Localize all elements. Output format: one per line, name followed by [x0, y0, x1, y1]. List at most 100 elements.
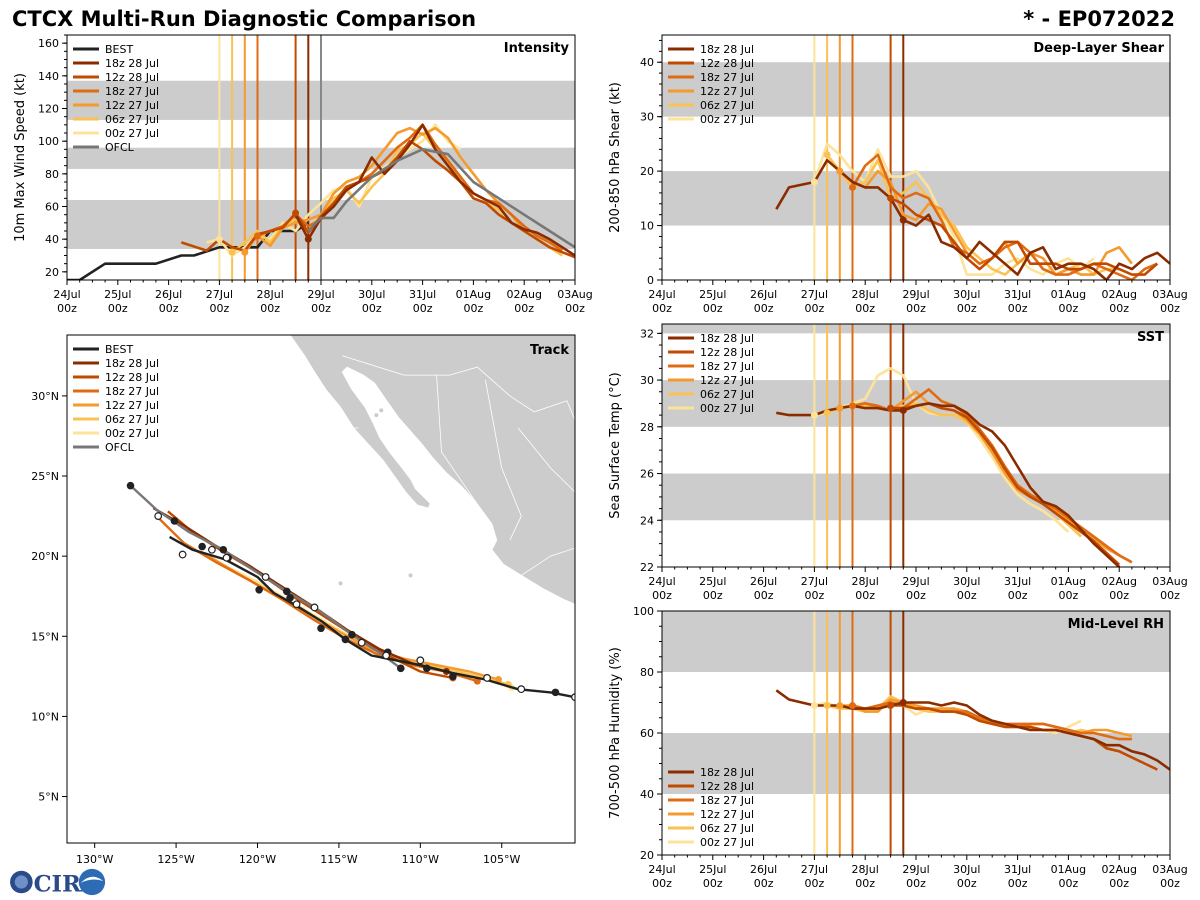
y-tick-label: 0 [647, 274, 654, 287]
x-tick-label-hour: 00z [754, 589, 774, 602]
run-time-lines [813, 324, 905, 567]
track-marker-open [154, 512, 163, 520]
legend-label: 18z 27 Jul [700, 794, 754, 807]
cira-logo: CIRA [10, 868, 106, 897]
run-start-marker [887, 702, 895, 710]
x-tick-label: 31Jul [409, 288, 436, 301]
legend-label: 18z 28 Jul [700, 43, 754, 56]
track-marker-filled [283, 587, 291, 596]
track-marker-open [483, 674, 491, 682]
track-marker-filled [317, 624, 325, 633]
track-marker-open [208, 545, 216, 554]
x-tick-label: 28Jul [852, 288, 879, 301]
series-line-12z-28-Jul [890, 704, 1158, 771]
x-tick-label: 25Jul [699, 863, 726, 876]
run-start-marker [823, 151, 831, 159]
track-marker-open [357, 638, 366, 647]
y-axis-label: Sea Surface Temp (°C) [608, 372, 623, 519]
x-tick-label: 27Jul [206, 288, 233, 301]
legend-label: 12z 27 Jul [105, 99, 159, 112]
y-tick-label: 40 [45, 233, 59, 246]
x-tick-label: 25Jul [699, 575, 726, 588]
legend-label: 18z 28 Jul [105, 357, 159, 370]
x-tick-label-hour: 00z [906, 589, 926, 602]
x-tick-label: 105°W [483, 853, 520, 866]
x-tick-label: 27Jul [801, 575, 828, 588]
track-marker-open [517, 685, 526, 694]
x-tick-label: 29Jul [902, 575, 929, 588]
x-tick-label-hour: 00z [1059, 589, 1079, 602]
legend-label: 12z 28 Jul [105, 71, 159, 84]
series-line-18z-28-Jul [294, 123, 575, 257]
run-time-lines [813, 611, 905, 855]
legend-label: 06z 27 Jul [105, 413, 159, 426]
x-tick-label: 25Jul [699, 288, 726, 301]
run-start-marker [899, 699, 907, 706]
track-marker-filled [286, 594, 294, 602]
run-start-marker [254, 232, 261, 240]
y-tick-label: 80 [640, 666, 654, 679]
x-tick-label-hour: 00z [703, 589, 723, 602]
x-tick-label: 29Jul [307, 288, 334, 301]
panel-title: Mid-Level RH [1068, 617, 1164, 632]
run-start-marker [899, 406, 907, 414]
x-tick-label: 01Aug [1051, 863, 1086, 876]
legend-label: 12z 27 Jul [700, 85, 754, 98]
x-tick-label: 01Aug [1051, 575, 1086, 588]
run-start-marker [849, 402, 856, 410]
x-tick-label-hour: 00z [1008, 302, 1028, 315]
state-border [485, 379, 522, 541]
panel-intensity: 2040608010012014016024Jul00z25Jul00z26Ju… [13, 34, 593, 315]
track-marker-filled [219, 545, 228, 554]
x-tick-label: 01Aug [456, 288, 491, 301]
x-tick-label: 03Aug [1152, 288, 1187, 301]
island [374, 413, 379, 418]
y-tick-label: 28 [640, 421, 654, 434]
x-tick-label: 03Aug [1152, 575, 1187, 588]
legend-label: 12z 28 Jul [700, 780, 754, 793]
x-tick-label: 24Jul [53, 288, 80, 301]
x-tick-label-hour: 00z [855, 589, 875, 602]
y-tick-label: 20 [640, 849, 654, 862]
x-tick-label-hour: 00z [1008, 877, 1028, 890]
x-tick-label: 130°W [76, 853, 113, 866]
track-marker-open [178, 550, 187, 559]
y-tick-label: 60 [640, 727, 654, 740]
y-tick-label: 140 [38, 70, 59, 83]
y-tick-label: 30 [640, 374, 654, 387]
run-start-marker [887, 194, 895, 202]
logo-globe-inner-icon [14, 875, 28, 889]
panel-title: SST [1137, 330, 1164, 345]
series-group [775, 142, 1170, 280]
track-series [126, 481, 575, 702]
run-start-marker [810, 702, 818, 710]
run-start-marker [215, 235, 223, 243]
run-start-marker [292, 209, 300, 217]
legend-label: 18z 28 Jul [700, 332, 754, 345]
storm-id: * - EP072022 [1023, 7, 1175, 31]
track-marker-filled [255, 586, 263, 594]
run-start-marker [810, 178, 818, 186]
y-tick-label: 26 [640, 468, 654, 481]
y-tick-label: 15°N [31, 630, 59, 643]
x-tick-label: 03Aug [1152, 863, 1187, 876]
legend-label: 00z 27 Jul [700, 113, 754, 126]
run-start-marker [823, 409, 831, 417]
y-tick-label: 25°N [31, 470, 59, 483]
series-group [776, 367, 1133, 567]
run-start-marker [228, 248, 236, 256]
island [338, 581, 343, 586]
x-tick-label: 30Jul [358, 288, 385, 301]
intensity-band-1 [662, 611, 1170, 672]
track-marker-open [222, 553, 231, 562]
x-tick-label: 26Jul [750, 575, 777, 588]
panel-track: 130°W 125°W 120°W 115°W 110°W 105°W 5°N 10°N 15°… [31, 334, 576, 866]
x-tick-label: 28Jul [257, 288, 284, 301]
state-border [436, 375, 477, 502]
x-tick-label-hour: 00z [906, 877, 926, 890]
track-line-18z-28-Jul [152, 507, 447, 673]
run-start-marker [836, 167, 844, 175]
series-group [67, 123, 575, 280]
